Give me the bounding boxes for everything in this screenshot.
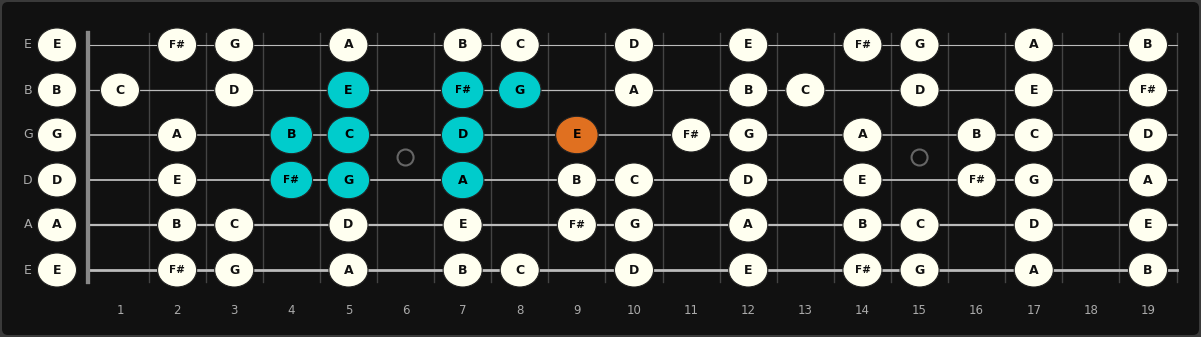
Text: 16: 16 xyxy=(969,304,984,316)
Text: D: D xyxy=(52,174,62,186)
Ellipse shape xyxy=(1129,118,1167,152)
Text: F#: F# xyxy=(569,220,585,230)
Text: G: G xyxy=(23,128,32,142)
Text: F#: F# xyxy=(683,130,699,140)
Text: B: B xyxy=(858,218,867,232)
Text: D: D xyxy=(23,174,32,186)
Text: 14: 14 xyxy=(855,304,870,316)
Text: B: B xyxy=(572,174,581,186)
Ellipse shape xyxy=(157,28,197,62)
Text: 6: 6 xyxy=(402,304,410,316)
Text: E: E xyxy=(24,264,32,276)
Ellipse shape xyxy=(443,253,483,287)
Text: E: E xyxy=(1143,218,1152,232)
Text: G: G xyxy=(914,38,925,52)
Text: B: B xyxy=(972,128,981,142)
Text: C: C xyxy=(115,84,125,96)
Ellipse shape xyxy=(1014,28,1053,62)
Ellipse shape xyxy=(501,28,539,62)
Text: A: A xyxy=(458,174,467,186)
Ellipse shape xyxy=(215,73,253,107)
Text: 7: 7 xyxy=(459,304,466,316)
Ellipse shape xyxy=(729,253,767,287)
Ellipse shape xyxy=(270,116,312,154)
Ellipse shape xyxy=(900,73,939,107)
Ellipse shape xyxy=(1129,163,1167,197)
Text: E: E xyxy=(173,174,181,186)
Ellipse shape xyxy=(615,208,653,242)
Text: 3: 3 xyxy=(231,304,238,316)
Text: G: G xyxy=(515,84,525,96)
Ellipse shape xyxy=(729,208,767,242)
Text: F#: F# xyxy=(169,40,185,50)
Ellipse shape xyxy=(327,71,370,109)
Text: 8: 8 xyxy=(516,304,524,316)
Text: 10: 10 xyxy=(627,304,641,316)
Text: E: E xyxy=(459,218,467,232)
Text: B: B xyxy=(1143,38,1153,52)
Ellipse shape xyxy=(729,118,767,152)
Text: A: A xyxy=(858,128,867,142)
Text: E: E xyxy=(573,128,581,142)
Text: B: B xyxy=(743,84,753,96)
Text: B: B xyxy=(458,264,467,276)
Ellipse shape xyxy=(1129,28,1167,62)
Ellipse shape xyxy=(442,71,484,109)
Ellipse shape xyxy=(1129,73,1167,107)
Text: D: D xyxy=(629,264,639,276)
Text: F#: F# xyxy=(455,85,471,95)
Text: B: B xyxy=(53,84,61,96)
Text: E: E xyxy=(1029,84,1038,96)
Ellipse shape xyxy=(329,253,368,287)
Text: D: D xyxy=(229,84,239,96)
Ellipse shape xyxy=(843,28,882,62)
Ellipse shape xyxy=(785,73,825,107)
Ellipse shape xyxy=(1014,253,1053,287)
Ellipse shape xyxy=(329,28,368,62)
Text: C: C xyxy=(629,174,639,186)
Text: G: G xyxy=(629,218,639,232)
Text: 18: 18 xyxy=(1083,304,1099,316)
Text: C: C xyxy=(515,264,525,276)
Ellipse shape xyxy=(957,163,996,197)
Text: F#: F# xyxy=(969,175,985,185)
Text: D: D xyxy=(343,218,353,232)
Text: B: B xyxy=(287,128,297,142)
Text: E: E xyxy=(24,38,32,52)
Text: C: C xyxy=(915,218,924,232)
Ellipse shape xyxy=(1014,118,1053,152)
Ellipse shape xyxy=(843,253,882,287)
Text: E: E xyxy=(53,38,61,52)
Text: C: C xyxy=(343,128,353,142)
Ellipse shape xyxy=(329,208,368,242)
Text: G: G xyxy=(343,174,353,186)
Text: D: D xyxy=(1028,218,1039,232)
Text: 19: 19 xyxy=(1141,304,1155,316)
Text: E: E xyxy=(743,264,753,276)
Text: B: B xyxy=(24,84,32,96)
Ellipse shape xyxy=(270,161,312,199)
Text: A: A xyxy=(52,218,61,232)
Text: 15: 15 xyxy=(912,304,927,316)
Text: D: D xyxy=(458,128,468,142)
Ellipse shape xyxy=(37,118,77,152)
Text: G: G xyxy=(52,128,62,142)
Ellipse shape xyxy=(501,253,539,287)
Ellipse shape xyxy=(157,253,197,287)
Text: G: G xyxy=(229,38,239,52)
Text: C: C xyxy=(801,84,809,96)
Text: C: C xyxy=(515,38,525,52)
Text: G: G xyxy=(229,264,239,276)
Ellipse shape xyxy=(157,118,197,152)
Text: E: E xyxy=(53,264,61,276)
Text: A: A xyxy=(629,84,639,96)
Ellipse shape xyxy=(37,208,77,242)
Ellipse shape xyxy=(729,163,767,197)
Text: 9: 9 xyxy=(573,304,580,316)
Ellipse shape xyxy=(900,28,939,62)
Ellipse shape xyxy=(1129,253,1167,287)
Text: 5: 5 xyxy=(345,304,352,316)
Ellipse shape xyxy=(729,28,767,62)
Ellipse shape xyxy=(215,253,253,287)
